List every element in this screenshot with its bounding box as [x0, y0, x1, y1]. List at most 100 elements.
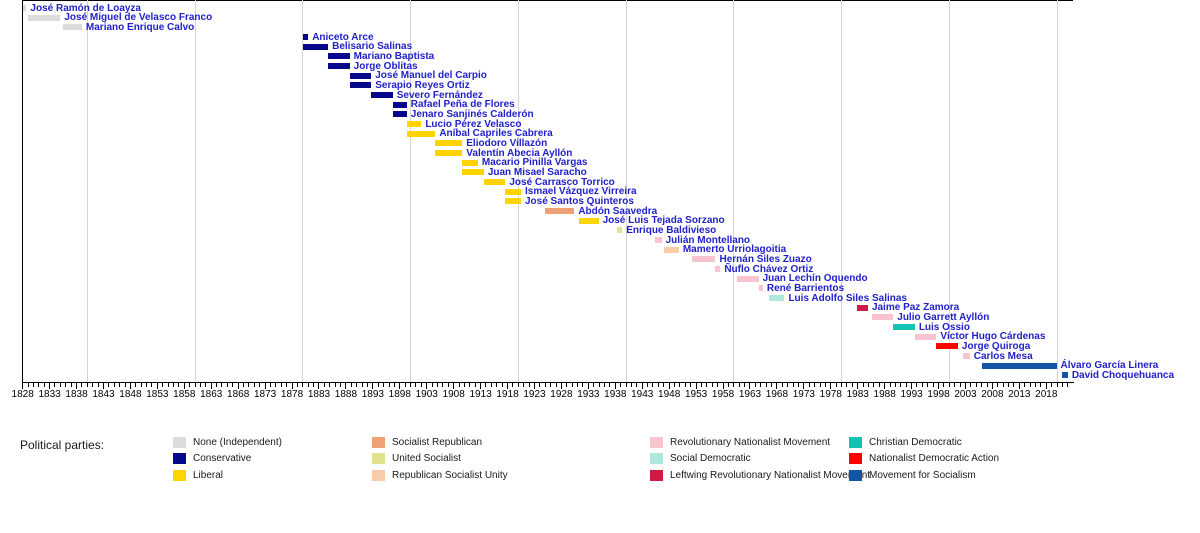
person-label: Severo Fernández [396, 89, 483, 101]
legend-label-none: None (Independent) [193, 437, 282, 448]
axis-tick-minor [571, 383, 573, 387]
person-label: Aníbal Capriles Cabrera [439, 128, 553, 140]
person-label: Macario Pinilla Vargas [481, 157, 588, 169]
axis-tick-major [345, 383, 347, 389]
person-label: Álvaro García Linera [1060, 360, 1159, 372]
legend-swatch-none [173, 437, 186, 448]
axis-tick-minor [286, 383, 288, 387]
axis-tick-minor [717, 383, 719, 387]
axis-tick-label: 1968 [765, 389, 789, 400]
axis-tick-minor [636, 383, 638, 387]
axis-tick-major [776, 383, 778, 389]
axis-tick-minor [841, 383, 843, 387]
axis-tick-minor [81, 383, 83, 387]
person-label: Ñuflo Chávez Ortiz [724, 263, 814, 275]
axis-tick-minor [54, 383, 56, 387]
axis-tick-major [1018, 383, 1020, 389]
axis-tick-minor [221, 383, 223, 387]
axis-tick-minor [862, 383, 864, 387]
legend-swatch-leftwing_revolutionary_nationalist_movement [650, 469, 663, 481]
axis-tick-minor [442, 383, 444, 387]
axis-tick-minor [609, 383, 611, 387]
axis-tick-minor [377, 383, 379, 387]
person-label: Mamerto Urriolagoitia [682, 244, 787, 256]
person-bar [483, 179, 506, 186]
gridline [948, 0, 950, 382]
axis-tick-major [49, 383, 51, 389]
axis-tick-major [722, 383, 724, 389]
person-label: Enrique Baldivieso [626, 224, 717, 236]
person-label: Jaime Paz Zamora [871, 302, 960, 314]
axis-tick-minor [280, 383, 282, 387]
axis-tick-major [641, 383, 643, 389]
legend-swatch-socialist_republican [372, 437, 385, 448]
axis-tick-minor [146, 383, 148, 387]
axis-tick-label: 1873 [253, 389, 277, 400]
axis-tick-minor [582, 383, 584, 387]
gridline [733, 0, 735, 382]
axis-tick-minor [27, 383, 29, 387]
axis-tick-minor [59, 383, 61, 387]
axis-tick-minor [173, 383, 174, 387]
axis-tick-minor [959, 383, 961, 387]
axis-tick-minor [226, 383, 228, 387]
axis-tick-minor [598, 383, 600, 387]
axis-tick-minor [32, 383, 34, 387]
axis-tick-minor [711, 383, 713, 387]
axis-tick-minor [92, 383, 94, 387]
axis-tick-minor [259, 383, 261, 387]
axis-tick-label: 1903 [415, 389, 438, 400]
person-bar [328, 63, 350, 70]
legend-swatch-social_democratic [650, 453, 663, 465]
axis-tick-minor [1008, 383, 1010, 387]
axis-tick-major [453, 383, 455, 389]
axis-tick-major [318, 383, 320, 389]
person-label: Jenaro Sanjinés Calderón [410, 108, 534, 120]
axis-tick-minor [684, 383, 686, 387]
person-bar [505, 188, 521, 195]
person-label: José Santos Quinteros [524, 195, 634, 207]
axis-tick-label: 1908 [442, 389, 465, 400]
person-bar [63, 24, 82, 31]
axis-tick-minor [835, 383, 837, 387]
legend-swatch-revolutionary_nationalist_movement [650, 437, 663, 448]
person-bar [505, 198, 521, 205]
axis-tick-minor [431, 383, 433, 387]
axis-tick-minor [485, 383, 487, 387]
axis-tick-minor [700, 383, 702, 387]
axis-tick-minor [657, 383, 659, 387]
axis-tick-minor [663, 383, 665, 387]
plot-area: 1828 1833 1838 1843 1848 1853 1858 1863 1868 1873… [11, 0, 1175, 400]
axis-tick-minor [765, 383, 767, 387]
person-bar [435, 140, 463, 147]
axis-tick-minor [162, 383, 164, 387]
person-bar [914, 333, 937, 340]
person-label: Lucio Pérez Velasco [425, 118, 522, 130]
person-label: Juan Misael Saracho [487, 166, 587, 178]
axis-tick-label: 1828 [11, 389, 34, 400]
person-label: David Choquehuanca [1071, 369, 1175, 381]
axis-tick-minor [307, 383, 309, 387]
axis-tick-minor [97, 383, 99, 387]
person-bar [406, 121, 422, 128]
axis-tick-label: 1833 [38, 389, 61, 400]
axis-tick-minor [744, 383, 746, 387]
legend-label-movement_for_socialism: Movement for Socialism [869, 469, 976, 481]
axis-tick-minor [867, 383, 869, 387]
person-label: José Ramón de Loayza [30, 2, 141, 14]
axis-tick-minor [900, 383, 902, 387]
person-bar [1061, 372, 1068, 379]
person-bar [371, 92, 393, 99]
axis-tick-minor [690, 383, 692, 387]
person-label: Abdón Saavedra [578, 205, 658, 217]
person-label: Hernán Siles Zuazo [719, 253, 812, 265]
axis-tick-minor [329, 383, 331, 387]
axis-tick-major [884, 383, 886, 389]
gridline [841, 0, 843, 382]
axis-tick-label: 1953 [684, 389, 708, 400]
axis-tick-minor [1002, 383, 1004, 387]
person-bar [856, 304, 868, 311]
person-label: Jorge Quiroga [961, 340, 1031, 352]
axis-tick-label: 1913 [469, 389, 492, 400]
axis-tick-label: 2013 [1008, 389, 1031, 400]
